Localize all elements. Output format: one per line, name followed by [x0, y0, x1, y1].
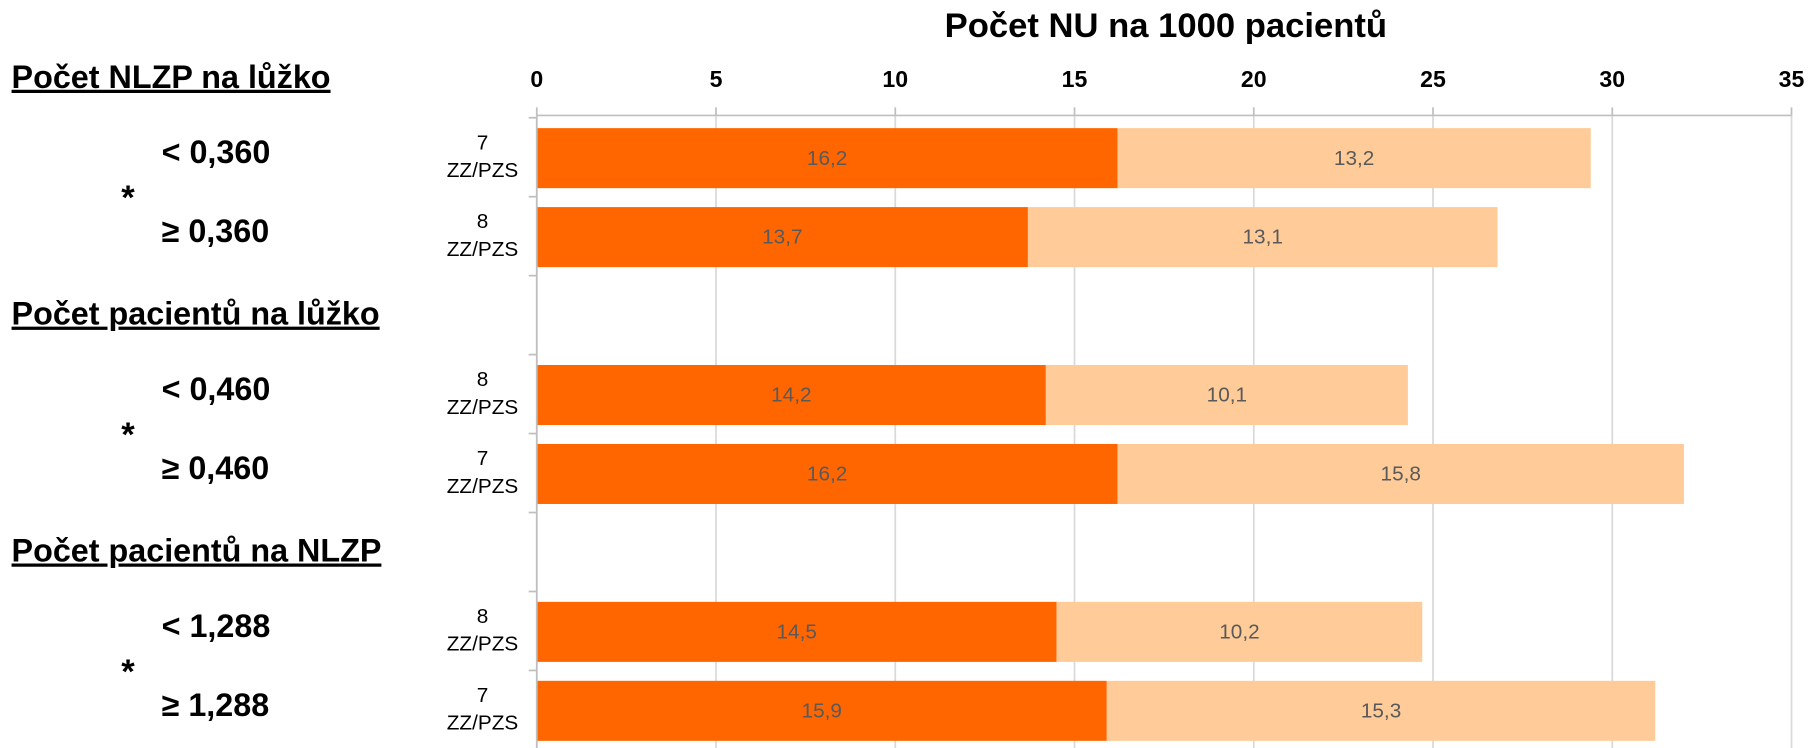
x-tick-label: 15: [1062, 66, 1088, 92]
x-tick-label: 0: [530, 66, 543, 92]
significance-marker: *: [121, 416, 135, 454]
bar-segment: [536, 443, 1118, 504]
significance-marker: *: [121, 653, 135, 691]
group-level: < 0,460: [162, 371, 271, 407]
value-label: 14,2: [771, 384, 811, 407]
value-label: 13,7: [762, 226, 802, 249]
x-tick-label: 35: [1779, 66, 1805, 92]
bar-segment: [536, 128, 1118, 189]
value-label: 15,3: [1361, 699, 1401, 722]
x-tick-label: 30: [1599, 66, 1625, 92]
group-title: Počet NLZP na lůžko: [12, 59, 331, 95]
value-label: 15,9: [802, 699, 842, 722]
group-level: ≥ 0,460: [162, 450, 270, 486]
bar-segment: [1027, 207, 1498, 268]
y-tick-label: 7 ZZ/PZS: [447, 684, 519, 735]
bar-segment: [1117, 443, 1684, 504]
y-tick-label: 7 ZZ/PZS: [447, 448, 519, 499]
x-tick-label: 20: [1241, 66, 1267, 92]
group-title: Počet pacientů na NLZP: [12, 533, 382, 569]
x-tick-label: 10: [882, 66, 908, 92]
chart-title: Počet NU na 1000 pacientů: [945, 7, 1387, 45]
bar-segment: [536, 680, 1107, 741]
y-tick-label: 8 ZZ/PZS: [447, 369, 519, 420]
value-label: 13,1: [1243, 226, 1283, 249]
value-label: 16,2: [807, 463, 847, 486]
x-tick-label: 5: [710, 66, 723, 92]
bar-segment: [536, 364, 1046, 426]
y-tick-label: 8 ZZ/PZS: [447, 211, 519, 262]
bar-segment: [536, 207, 1028, 268]
value-label: 10,2: [1219, 621, 1259, 644]
value-label: 14,5: [776, 621, 816, 644]
group-level: < 0,360: [162, 134, 271, 170]
value-label: 16,2: [807, 147, 847, 170]
bar-segment: [1117, 128, 1591, 189]
significance-marker: *: [121, 179, 135, 217]
bar-segment: [536, 601, 1057, 662]
group-level: ≥ 0,360: [162, 213, 270, 249]
y-tick-label: 8 ZZ/PZS: [447, 606, 519, 657]
bar-segment: [1106, 680, 1656, 741]
bar-segment: [1056, 601, 1423, 662]
group-level: < 1,288: [162, 608, 271, 644]
bar-segment: [1045, 364, 1408, 426]
value-label: 13,2: [1334, 147, 1374, 170]
group-level: ≥ 1,288: [162, 687, 270, 723]
value-label: 15,8: [1381, 463, 1421, 486]
group-title: Počet pacientů na lůžko: [12, 296, 380, 332]
value-label: 10,1: [1207, 384, 1247, 407]
x-tick-label: 25: [1420, 66, 1446, 92]
y-tick-label: 7 ZZ/PZS: [447, 132, 519, 183]
